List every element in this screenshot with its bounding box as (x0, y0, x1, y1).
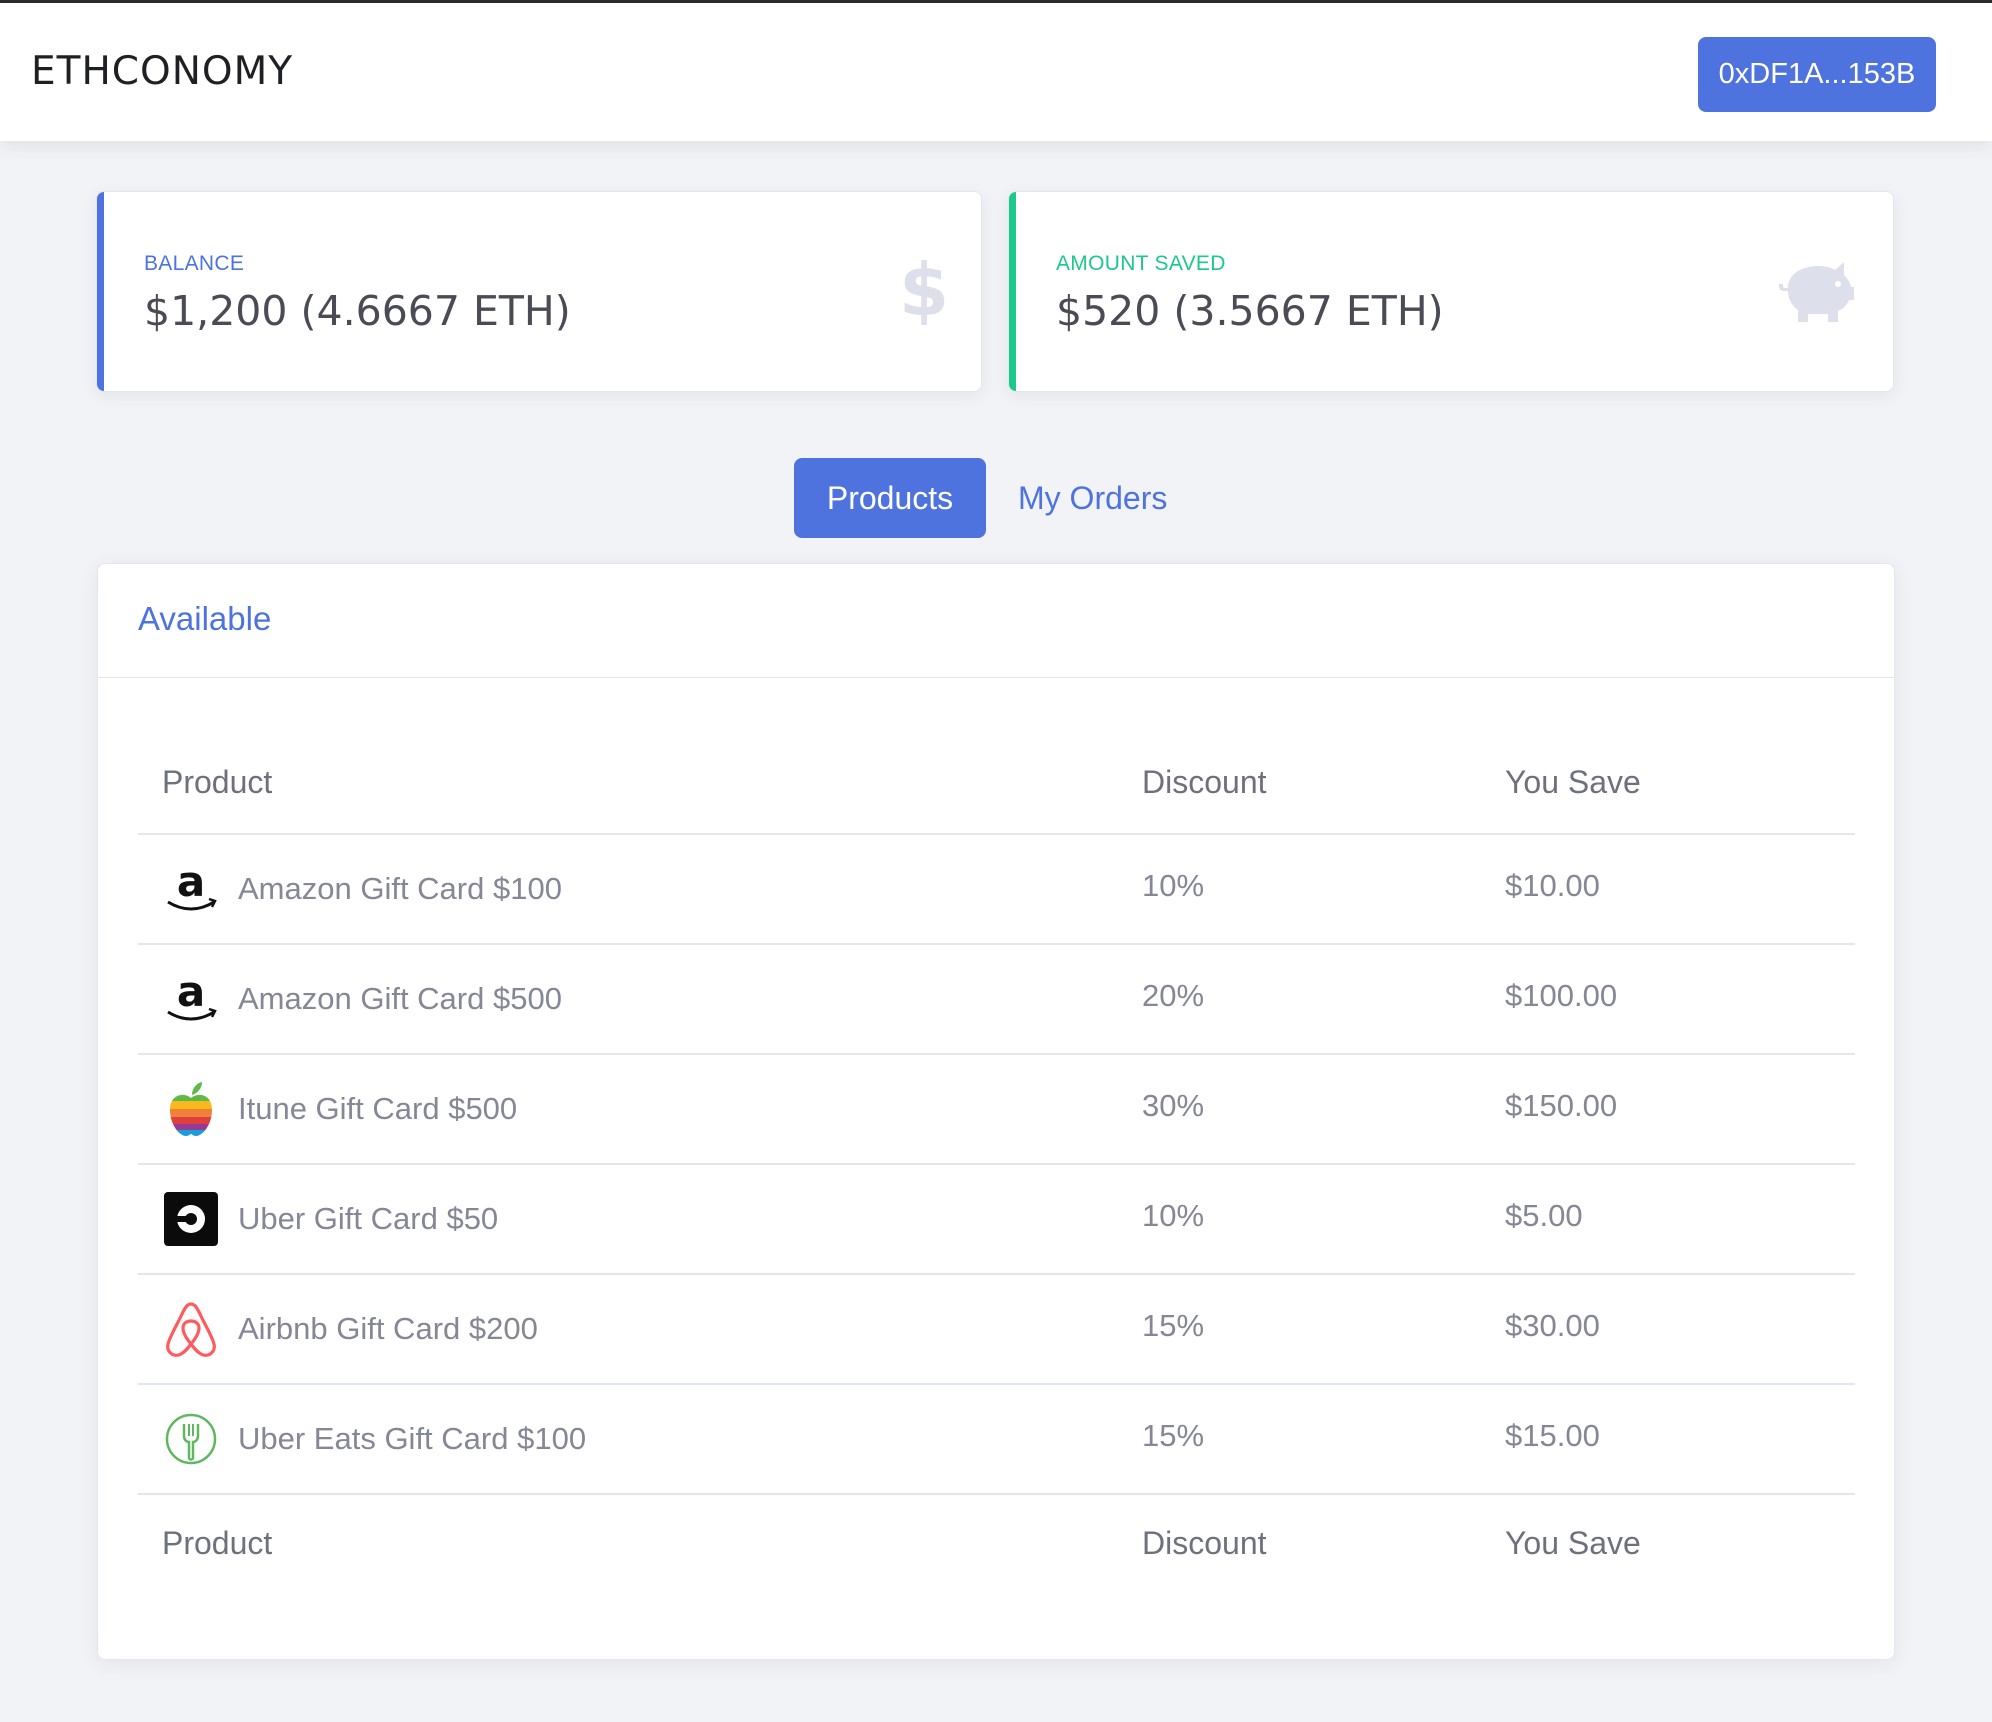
column-footer-you-save: You Save (1505, 1525, 1641, 1561)
tab-products[interactable]: Products (794, 458, 986, 538)
column-footer-product: Product (162, 1525, 273, 1561)
wallet-address-button[interactable]: 0xDF1A...153B (1698, 37, 1936, 112)
discount-value: 30% (1142, 1088, 1205, 1123)
saved-accent-bar (1009, 192, 1016, 391)
top-navbar: ETHCONOMY 0xDF1A...153B (0, 0, 1992, 141)
balance-value: $1,200 (4.6667 ETH) (144, 287, 571, 335)
discount-value: 20% (1142, 978, 1205, 1013)
product-name: Itune Gift Card $500 (238, 1091, 518, 1126)
products-table: Product Discount You Save a Amazon Gift … (138, 732, 1855, 1592)
you-save-value: $150.00 (1505, 1088, 1618, 1123)
column-header-discount[interactable]: Discount (1118, 732, 1481, 835)
balance-card: BALANCE $1,200 (4.6667 ETH) $ (96, 191, 982, 392)
table-row[interactable]: Uber Gift Card $50 10% $5.00 (138, 1164, 1855, 1275)
view-tabs: Products My Orders (794, 458, 1199, 538)
column-header-you-save[interactable]: You Save (1481, 732, 1855, 835)
product-name: Uber Eats Gift Card $100 (238, 1421, 587, 1456)
table-footer-row: Product Discount You Save (138, 1494, 1855, 1592)
svg-text:$: $ (903, 255, 945, 325)
you-save-value: $10.00 (1505, 868, 1600, 903)
discount-value: 15% (1142, 1418, 1205, 1453)
balance-label: BALANCE (144, 252, 245, 275)
column-header-product[interactable]: Product (138, 732, 1118, 835)
you-save-value: $30.00 (1505, 1308, 1600, 1343)
table-row[interactable]: Uber Eats Gift Card $100 15% $15.00 (138, 1384, 1855, 1495)
piggy-bank-icon (1778, 258, 1854, 329)
you-save-value: $15.00 (1505, 1418, 1600, 1453)
table-header-row: Product Discount You Save (138, 732, 1855, 835)
column-footer-discount: Discount (1142, 1525, 1267, 1561)
discount-value: 10% (1142, 868, 1205, 903)
panel-title: Available (138, 600, 272, 637)
product-name: Amazon Gift Card $500 (238, 981, 562, 1016)
table-row[interactable]: a Amazon Gift Card $500 20% $100.00 (138, 944, 1855, 1055)
balance-accent-bar (97, 192, 104, 391)
airbnb-logo-icon (162, 1300, 220, 1358)
amount-saved-value: $520 (3.5667 ETH) (1056, 287, 1444, 335)
brand-logo[interactable]: ETHCONOMY (31, 49, 294, 94)
you-save-value: $100.00 (1505, 978, 1618, 1013)
apple-logo-icon (162, 1080, 220, 1138)
amount-saved-card: AMOUNT SAVED $520 (3.5667 ETH) (1008, 191, 1894, 392)
amount-saved-label: AMOUNT SAVED (1056, 252, 1226, 275)
tab-my-orders[interactable]: My Orders (1018, 479, 1168, 516)
amazon-logo-icon: a (162, 970, 220, 1028)
available-products-panel: Available Product Discount You Save a (97, 563, 1895, 1660)
product-name: Uber Gift Card $50 (238, 1201, 499, 1236)
dollar-icon: $ (899, 248, 949, 332)
amazon-logo-icon: a (162, 860, 220, 918)
svg-text:a: a (177, 860, 205, 906)
svg-text:a: a (177, 970, 205, 1016)
uber-eats-logo-icon (162, 1410, 220, 1468)
product-name: Airbnb Gift Card $200 (238, 1311, 538, 1346)
discount-value: 10% (1142, 1198, 1205, 1233)
table-row[interactable]: Itune Gift Card $500 30% $150.00 (138, 1054, 1855, 1165)
you-save-value: $5.00 (1505, 1198, 1583, 1233)
panel-header: Available (98, 564, 1894, 678)
uber-logo-icon (162, 1190, 220, 1248)
product-name: Amazon Gift Card $100 (238, 871, 562, 906)
table-row[interactable]: Airbnb Gift Card $200 15% $30.00 (138, 1274, 1855, 1385)
table-row[interactable]: a Amazon Gift Card $100 10% $10.00 (138, 834, 1855, 945)
discount-value: 15% (1142, 1308, 1205, 1343)
